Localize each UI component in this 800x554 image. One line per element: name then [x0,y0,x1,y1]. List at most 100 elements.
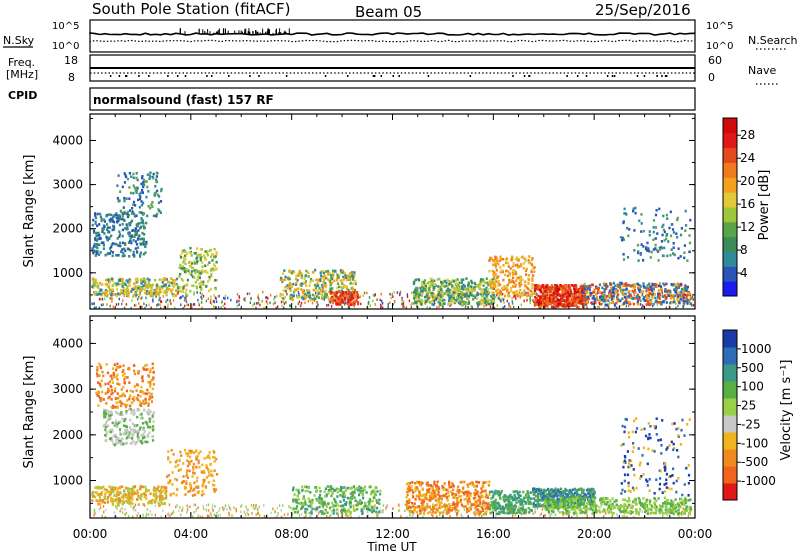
echo-cell [362,294,364,297]
echo-cell [93,306,96,310]
echo-cell [489,279,492,283]
echo-cell [692,303,695,307]
echo-cell [94,486,97,489]
nave-dot [249,75,251,77]
echo-cell [169,281,172,284]
echo-cell [99,366,103,370]
echo-cell [184,296,186,300]
echo-cell [525,267,528,271]
echo-cell [241,504,243,507]
echo-cell [323,278,326,282]
echo-cell [142,513,144,517]
echo-cell [343,284,346,287]
echo-cell [511,300,513,303]
echo-cell [145,401,148,404]
echo-cell [678,291,681,295]
echo-cell [427,294,430,298]
echo-cell [189,505,191,508]
echo-cell [609,283,612,287]
echo-cell [422,287,425,290]
echo-cell [115,294,118,298]
echo-cell [118,230,121,233]
echo-cell [111,284,114,288]
echo-cell [654,226,658,229]
echo-cell [645,287,648,290]
echo-cell [145,195,148,199]
echo-cell [586,300,589,304]
echo-cell [544,513,546,517]
echo-cell [511,296,513,300]
echo-cell [493,294,496,297]
echo-cell [144,368,148,371]
echo-cell [95,372,99,375]
echo-cell [518,284,521,288]
echo-cell [263,514,266,518]
echo-cell [554,287,557,290]
echo-cell [491,279,494,283]
echo-cell [556,293,559,296]
echo-cell [92,284,95,287]
echo-cell [328,290,331,294]
power-colorbar-tick-label: 12 [740,220,755,234]
echo-cell [149,370,152,374]
echo-cell [123,419,126,423]
echo-cell [658,295,661,298]
echo-cell [113,422,116,426]
echo-cell [555,298,558,302]
echo-cell [576,301,579,304]
echo-cell [146,289,149,293]
echo-cell [346,275,349,279]
echo-cell [612,297,615,301]
echo-cell [517,276,520,280]
echo-cell [619,236,622,239]
echo-cell [548,294,551,297]
echo-cell [610,301,612,305]
echo-cell [146,173,149,177]
echo-cell [108,280,111,284]
echo-cell [102,227,105,230]
echo-cell [133,186,136,190]
echo-cell [128,283,131,287]
echo-cell [121,215,124,218]
freq-tick-upper: 18 [64,54,78,67]
echo-cell [543,299,546,303]
echo-cell [621,238,624,242]
echo-cell [437,300,440,304]
echo-cell [212,263,216,266]
echo-cell [152,172,155,176]
echo-cell [137,439,140,443]
echo-cell [160,187,163,191]
echo-cell [557,302,560,306]
echo-cell [472,298,475,301]
echo-cell [547,294,549,298]
echo-cell [157,501,160,505]
echo-cell [96,237,99,241]
echo-cell [564,287,567,290]
echo-cell [139,278,143,282]
echo-cell [618,298,621,302]
echo-cell [190,273,193,276]
echo-cell [587,295,590,299]
echo-cell [185,294,187,297]
echo-cell [550,296,553,299]
echo-cell [304,296,308,299]
echo-cell [150,287,153,290]
echo-cell [150,379,153,382]
echo-cell [171,283,174,287]
echo-cell [677,304,679,308]
echo-cell [154,496,157,499]
echo-cell [309,515,311,519]
echo-cell [141,306,143,310]
echo-cell [103,408,106,412]
noise-strip-frame [89,19,696,53]
echo-cell [471,305,473,309]
echo-cell [522,262,525,265]
echo-cell [514,283,518,287]
echo-cell [602,515,605,518]
echo-cell [94,220,97,224]
echo-cell [179,506,181,509]
echo-cell [683,256,686,260]
echo-cell [164,492,168,495]
echo-cell [121,217,124,221]
echo-cell [505,257,508,261]
